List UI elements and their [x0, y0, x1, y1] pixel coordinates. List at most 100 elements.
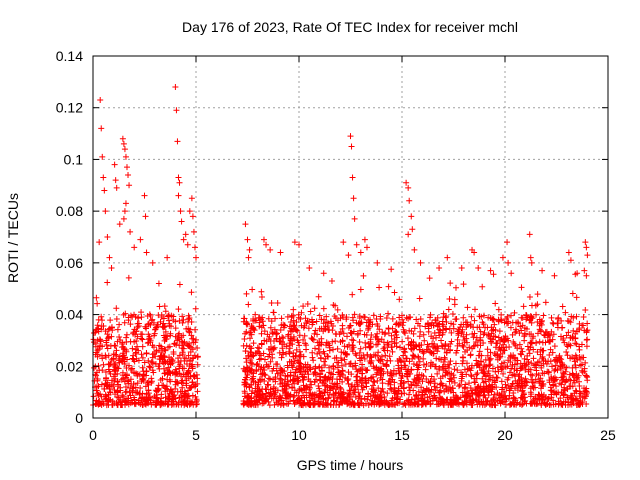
data-point	[436, 389, 443, 396]
data-point	[242, 348, 249, 355]
data-point	[461, 337, 468, 344]
data-point	[508, 365, 515, 372]
data-point	[511, 309, 518, 316]
data-point	[162, 385, 169, 392]
data-point	[134, 343, 141, 350]
data-point	[503, 401, 510, 408]
data-point	[132, 331, 139, 338]
data-point	[162, 398, 169, 405]
data-point	[261, 378, 268, 385]
data-point	[398, 372, 405, 379]
data-point	[477, 328, 484, 335]
data-point	[268, 343, 275, 350]
data-point	[125, 274, 132, 281]
data-point	[283, 392, 290, 399]
data-point	[479, 283, 486, 290]
data-point	[248, 331, 255, 338]
data-point	[181, 392, 188, 399]
data-point	[462, 381, 469, 388]
data-point	[376, 284, 383, 291]
data-point	[279, 351, 286, 358]
data-point	[122, 153, 129, 160]
data-point	[358, 396, 365, 403]
data-point	[302, 340, 309, 347]
data-point	[123, 164, 130, 171]
data-point	[267, 358, 274, 365]
data-point	[426, 275, 433, 282]
data-point	[300, 382, 307, 389]
data-point	[544, 368, 551, 375]
data-point	[487, 349, 494, 356]
data-point	[525, 366, 532, 373]
data-point	[402, 366, 409, 373]
data-point	[253, 317, 260, 324]
data-point	[242, 330, 249, 337]
data-point	[145, 379, 152, 386]
data-point	[563, 348, 570, 355]
data-point	[286, 358, 293, 365]
data-point	[384, 369, 391, 375]
data-point	[406, 391, 413, 398]
data-point	[309, 321, 316, 328]
data-point	[326, 369, 333, 376]
data-point	[499, 254, 506, 261]
data-point	[120, 393, 127, 400]
data-point	[393, 328, 400, 335]
data-point	[289, 341, 296, 348]
data-point	[496, 391, 503, 398]
data-point	[133, 349, 140, 356]
data-point	[242, 379, 249, 386]
data-point	[477, 383, 484, 390]
data-point	[362, 375, 369, 382]
data-point	[352, 360, 359, 367]
data-point	[367, 336, 374, 343]
data-point	[436, 265, 443, 272]
data-point	[385, 330, 392, 337]
data-point	[537, 351, 544, 358]
data-point	[364, 396, 371, 403]
data-point	[338, 349, 345, 356]
data-point	[290, 326, 297, 333]
data-point	[403, 179, 410, 186]
data-point	[561, 364, 568, 371]
data-point	[241, 390, 248, 397]
data-point	[115, 381, 122, 388]
data-point	[310, 401, 317, 408]
x-tick-label: 20	[497, 427, 513, 443]
data-point	[400, 384, 407, 391]
data-point	[473, 357, 480, 364]
data-point	[315, 382, 322, 389]
data-point	[323, 339, 330, 346]
data-points	[90, 84, 591, 409]
data-point	[265, 381, 272, 388]
data-point	[322, 326, 329, 333]
data-point	[299, 376, 306, 383]
data-point	[122, 346, 129, 353]
data-point	[528, 319, 535, 326]
data-point	[137, 384, 144, 391]
data-point	[290, 317, 297, 324]
data-point	[125, 395, 132, 402]
data-point	[506, 387, 513, 394]
data-point	[373, 341, 380, 348]
data-point	[93, 294, 100, 301]
data-point	[154, 394, 161, 401]
data-point	[420, 361, 427, 368]
data-point	[173, 400, 180, 407]
data-point	[291, 373, 298, 380]
data-point	[246, 384, 253, 391]
data-point	[187, 384, 194, 391]
data-point	[104, 234, 111, 240]
data-point	[256, 345, 263, 352]
data-point	[97, 391, 104, 398]
data-point	[568, 392, 575, 399]
data-point	[250, 317, 257, 324]
data-point	[123, 374, 130, 381]
data-point	[168, 312, 175, 319]
data-point	[410, 352, 417, 359]
data-point	[125, 317, 132, 324]
data-point	[339, 391, 346, 398]
data-point	[522, 362, 529, 369]
data-point	[572, 395, 579, 402]
